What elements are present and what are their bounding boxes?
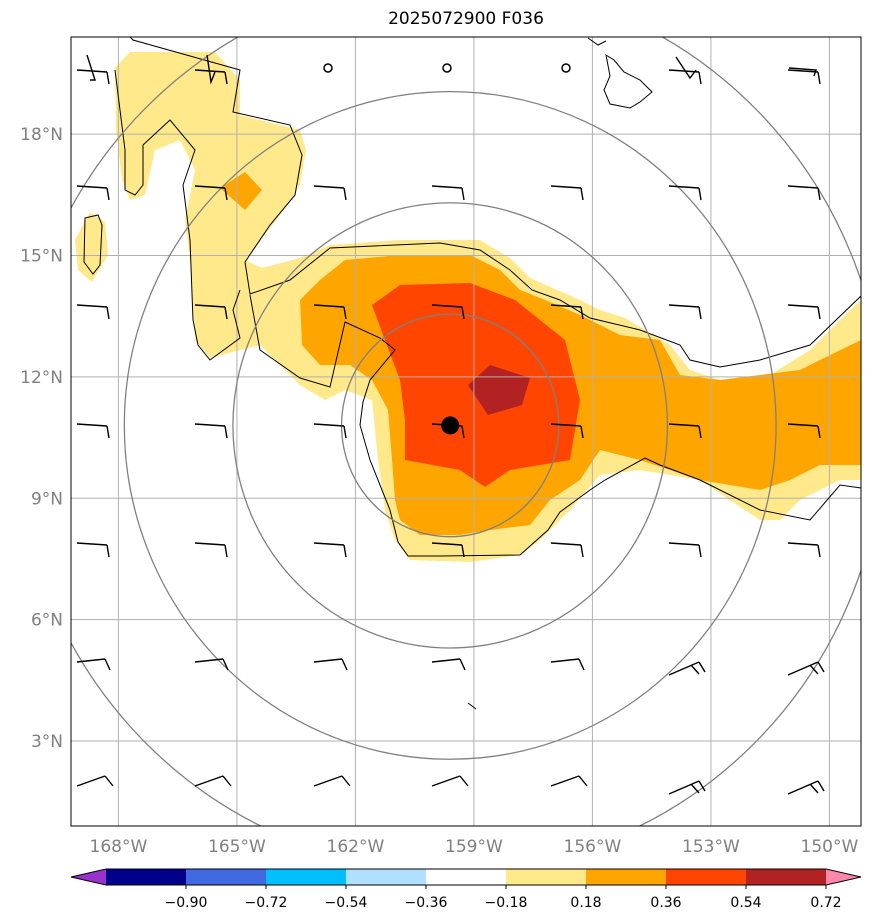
lat-tick-label: 18°N — [20, 125, 63, 145]
wind-barb — [787, 661, 825, 676]
colorbar-swatch — [106, 869, 187, 885]
lat-tick-label: 6°N — [31, 611, 63, 631]
wind-barb — [76, 658, 111, 671]
colorbar-tick-label: 0.54 — [730, 895, 761, 911]
wind-barb — [668, 780, 706, 795]
wind-barb — [313, 658, 348, 671]
wind-barb — [550, 775, 588, 787]
plot-frame — [70, 36, 862, 827]
graticule — [71, 37, 861, 826]
lon-tick-label: 159°W — [445, 837, 503, 857]
wind-barb — [313, 423, 347, 439]
colorbar: −0.90 −0.72 −0.54 −0.36 −0.18 0.18 0.36 0.54 0.7… — [70, 868, 862, 911]
wind-barb — [668, 185, 702, 201]
colorbar-swatch — [71, 869, 106, 885]
wind-barb — [76, 185, 110, 201]
wind-barb — [787, 542, 821, 558]
wind-barbs — [76, 54, 825, 795]
wind-barb — [787, 69, 821, 85]
colorbar-swatch — [666, 869, 747, 885]
colorbar-tick-label: −0.72 — [245, 895, 288, 911]
wind-barb — [194, 775, 232, 787]
wind-barb — [668, 661, 706, 676]
wind-barb — [76, 423, 110, 439]
lon-tick-label: 153°W — [682, 837, 740, 857]
colorbar-tick-label: 0.18 — [570, 895, 601, 911]
colorbar-swatch — [506, 869, 587, 885]
colorbar-swatch — [746, 869, 827, 885]
wind-barb — [431, 658, 466, 671]
colorbar-tick-label: 0.36 — [650, 895, 681, 911]
colorbar-outline — [70, 868, 862, 886]
colorbar-swatch — [826, 869, 861, 885]
field-090-contour — [468, 365, 530, 415]
wind-barb — [787, 304, 821, 320]
wind-barb — [431, 542, 465, 558]
wind-barb — [313, 185, 347, 201]
lat-tick-label: 3°N — [31, 732, 63, 752]
wind-barb — [788, 67, 817, 77]
wind-barb — [313, 542, 347, 558]
colorbar-tick-label: −0.90 — [165, 895, 208, 911]
wind-barb — [206, 54, 216, 85]
colorbar-swatch — [266, 869, 347, 885]
wind-barb — [76, 304, 110, 320]
colorbar-tick-label: −0.36 — [405, 895, 448, 911]
storm-center-marker — [441, 416, 460, 435]
range-ring — [123, 90, 777, 760]
colorbar-swatch — [586, 869, 667, 885]
colorbar-tick-label: −0.54 — [325, 895, 368, 911]
lon-tick-label: 168°W — [90, 837, 148, 857]
wind-barb — [431, 304, 465, 320]
island-markers — [323, 63, 571, 73]
wind-barb — [76, 542, 110, 558]
range-ring — [232, 202, 669, 649]
wind-barb — [76, 775, 114, 787]
wind-barb — [313, 304, 347, 320]
longitude-labels: 168°W 165°W 162°W 159°W 156°W 153°W 150°W — [90, 837, 859, 857]
wind-barb — [787, 780, 825, 795]
plot-title: 2025072900 F036 — [388, 9, 544, 29]
wind-barb — [787, 423, 821, 439]
wind-barb — [550, 423, 584, 439]
lat-tick-label: 15°N — [20, 246, 63, 266]
wind-barb — [550, 185, 584, 201]
coastline-lines — [83, 37, 861, 710]
wind-barb — [668, 542, 702, 558]
wind-barb — [668, 423, 702, 439]
wind-barb — [668, 304, 702, 320]
wind-barb — [550, 542, 584, 558]
lon-tick-label: 162°W — [327, 837, 385, 857]
colorbar-swatch — [186, 869, 267, 885]
wind-barb — [550, 304, 584, 320]
wind-barb — [194, 304, 228, 320]
colorbar-swatch — [426, 869, 507, 885]
lat-tick-label: 12°N — [20, 368, 63, 388]
lon-tick-label: 165°W — [208, 837, 266, 857]
lon-tick-label: 150°W — [801, 837, 859, 857]
wind-barb — [194, 658, 229, 671]
wind-barb — [194, 185, 228, 201]
wind-barb — [550, 658, 585, 671]
colorbar-tick-label: 0.72 — [810, 895, 841, 911]
lon-tick-label: 156°W — [564, 837, 622, 857]
colorbar-swatch — [346, 869, 427, 885]
wind-barb — [431, 775, 469, 787]
colorbar-tick-label: −0.18 — [485, 895, 528, 911]
wind-barb — [194, 542, 228, 558]
wind-barb — [787, 185, 821, 201]
latitude-labels: 3°N 6°N 9°N 12°N 15°N 18°N — [20, 125, 63, 752]
wind-barb — [194, 423, 228, 439]
wind-barb — [86, 54, 96, 81]
wind-barb — [313, 775, 351, 787]
wind-barb — [431, 185, 465, 201]
lat-tick-label: 9°N — [31, 489, 63, 509]
wind-barb — [675, 56, 697, 80]
